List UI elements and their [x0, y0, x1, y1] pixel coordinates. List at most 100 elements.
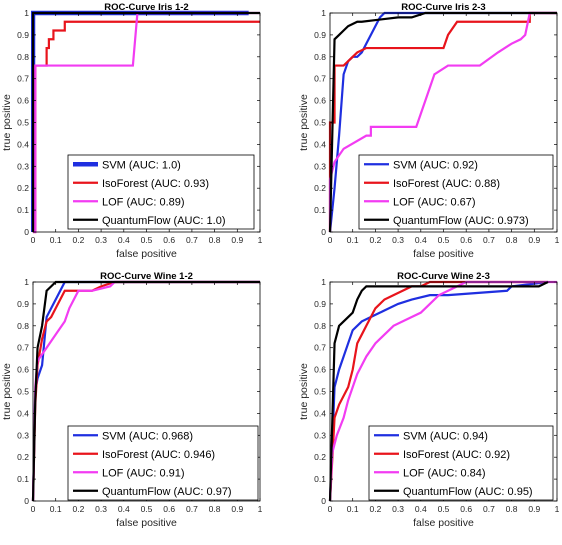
- x-tick-label: 0.3: [95, 504, 107, 514]
- y-tick-label: 0: [24, 227, 29, 237]
- x-tick-label: 0.8: [209, 504, 221, 514]
- x-tick-label: 0.2: [369, 235, 381, 245]
- legend-entry-4: QuantumFlow (AUC: 0.95): [403, 486, 533, 498]
- series-line-3: [328, 280, 557, 502]
- y-tick-label: 0.3: [314, 430, 326, 440]
- roc-panel-1: 0 0.1 0.2 0.3 0.4 0.5 0.6 0.7 0.8 0.9 1 0 0.1 0.2 0.3 0…: [1, 2, 263, 260]
- y-tick-label: 0.7: [314, 343, 326, 353]
- y-tick-label: 0.4: [314, 408, 326, 418]
- x-tick-label: 0.2: [369, 504, 381, 514]
- x-tick-label: 0.6: [460, 504, 472, 514]
- legend-entry-3: LOF (AUC: 0.89): [102, 196, 185, 208]
- y-tick-label: 0.7: [17, 343, 29, 353]
- series-line-3: [328, 11, 557, 232]
- y-tick-label: 0.4: [17, 408, 29, 418]
- y-tick-label: 0.5: [17, 118, 29, 128]
- series-line-1: [328, 11, 557, 233]
- legend-entry-1: SVM (AUC: 0.92): [393, 159, 478, 171]
- x-tick-label: 0.1: [347, 504, 359, 514]
- x-tick-label: 0.1: [347, 235, 359, 245]
- legend: SVM (AUC: 1.0) IsoForest (AUC: 0.93) LOF (…: [67, 154, 255, 230]
- legend-entry-1: SVM (AUC: 0.94): [403, 430, 488, 442]
- y-axis-label: true positive: [298, 94, 310, 151]
- y-tick-label: 0: [321, 227, 326, 237]
- x-tick-label: 0.8: [506, 235, 518, 245]
- y-tick-label: 0.2: [17, 183, 29, 193]
- y-tick-label: 0.9: [17, 299, 29, 309]
- y-tick-label: 0.2: [314, 183, 326, 193]
- y-tick-label: 0.8: [17, 321, 29, 331]
- y-tick-label: 0.2: [314, 452, 326, 462]
- legend-entry-2: IsoForest (AUC: 0.88): [393, 178, 500, 190]
- y-tick-label: 1: [24, 277, 29, 287]
- x-tick-label: 0.5: [438, 504, 450, 514]
- y-axis-label: true positive: [1, 94, 13, 151]
- x-tick-label: 0.3: [95, 235, 107, 245]
- x-tick-label: 0.1: [50, 504, 62, 514]
- legend: SVM (AUC: 0.968) IsoForest (AUC: 0.946) LO…: [67, 425, 259, 501]
- y-tick-label: 0.9: [314, 299, 326, 309]
- legend: SVM (AUC: 0.92) IsoForest (AUC: 0.88) LOF …: [358, 154, 554, 230]
- x-tick-label: 1: [555, 235, 560, 245]
- legend-entry-2: IsoForest (AUC: 0.93): [102, 178, 209, 190]
- x-tick-label: 0: [328, 235, 333, 245]
- y-tick-label: 0.8: [17, 52, 29, 62]
- x-tick-label: 0: [31, 235, 36, 245]
- legend: SVM (AUC: 0.94) IsoForest (AUC: 0.92) LOF …: [368, 425, 554, 501]
- series-line-2: [328, 280, 548, 502]
- x-tick-label: 0.8: [209, 235, 221, 245]
- y-tick-label: 0: [24, 496, 29, 506]
- x-tick-label: 0.8: [506, 504, 518, 514]
- x-tick-label: 0: [31, 504, 36, 514]
- y-tick-label: 0.8: [314, 321, 326, 331]
- chart-title: ROC-Curve Wine 2-3: [397, 271, 490, 282]
- x-tick-label: 0.5: [141, 504, 153, 514]
- y-tick-label: 1: [24, 8, 29, 18]
- y-tick-label: 0.6: [314, 365, 326, 375]
- y-tick-label: 0.9: [17, 30, 29, 40]
- x-tick-label: 0.9: [231, 504, 243, 514]
- y-tick-label: 0.1: [17, 474, 29, 484]
- x-tick-label: 0: [328, 504, 333, 514]
- chart-title: ROC-Curve Wine 1-2: [100, 271, 193, 282]
- x-tick-label: 0.2: [72, 235, 84, 245]
- legend-entry-4: QuantumFlow (AUC: 1.0): [102, 215, 225, 227]
- y-tick-label: 0.6: [17, 96, 29, 106]
- series-line-1: [328, 280, 549, 502]
- series-lines: [328, 280, 557, 502]
- y-tick-label: 0.3: [17, 430, 29, 440]
- y-tick-label: 0.4: [17, 139, 29, 149]
- x-tick-label: 0.6: [460, 235, 472, 245]
- legend-entry-3: LOF (AUC: 0.67): [393, 196, 476, 208]
- y-tick-label: 1: [321, 277, 326, 287]
- y-tick-label: 0.6: [17, 365, 29, 375]
- legend-entry-4: QuantumFlow (AUC: 0.97): [102, 486, 232, 498]
- y-tick-label: 0.1: [17, 205, 29, 215]
- x-tick-label: 0.4: [415, 235, 427, 245]
- y-tick-label: 0.7: [314, 74, 326, 84]
- x-tick-label: 0.4: [118, 504, 130, 514]
- y-tick-label: 0.9: [314, 30, 326, 40]
- x-tick-label: 1: [555, 504, 560, 514]
- y-tick-label: 0.3: [17, 161, 29, 171]
- x-tick-label: 0.6: [163, 235, 175, 245]
- chart-title: ROC-Curve Iris 2-3: [401, 2, 485, 13]
- series-line-3: [31, 280, 260, 502]
- y-tick-label: 0.8: [314, 52, 326, 62]
- y-tick-label: 0: [321, 496, 326, 506]
- x-tick-label: 0.9: [528, 235, 540, 245]
- x-axis-label: false positive: [116, 248, 177, 260]
- x-tick-label: 0.5: [438, 235, 450, 245]
- x-tick-label: 0.4: [415, 504, 427, 514]
- x-tick-label: 0.7: [483, 504, 495, 514]
- x-tick-label: 0.5: [141, 235, 153, 245]
- y-tick-label: 0.7: [17, 74, 29, 84]
- legend-entry-3: LOF (AUC: 0.91): [102, 467, 185, 479]
- y-tick-label: 0.2: [17, 452, 29, 462]
- x-tick-label: 1: [258, 235, 263, 245]
- roc-panel-2: 0 0.1 0.2 0.3 0.4 0.5 0.6 0.7 0.8 0.9 1 0 0.1 0.2 0.3 0…: [298, 2, 560, 260]
- y-tick-label: 0.1: [314, 205, 326, 215]
- legend-box: [67, 425, 259, 501]
